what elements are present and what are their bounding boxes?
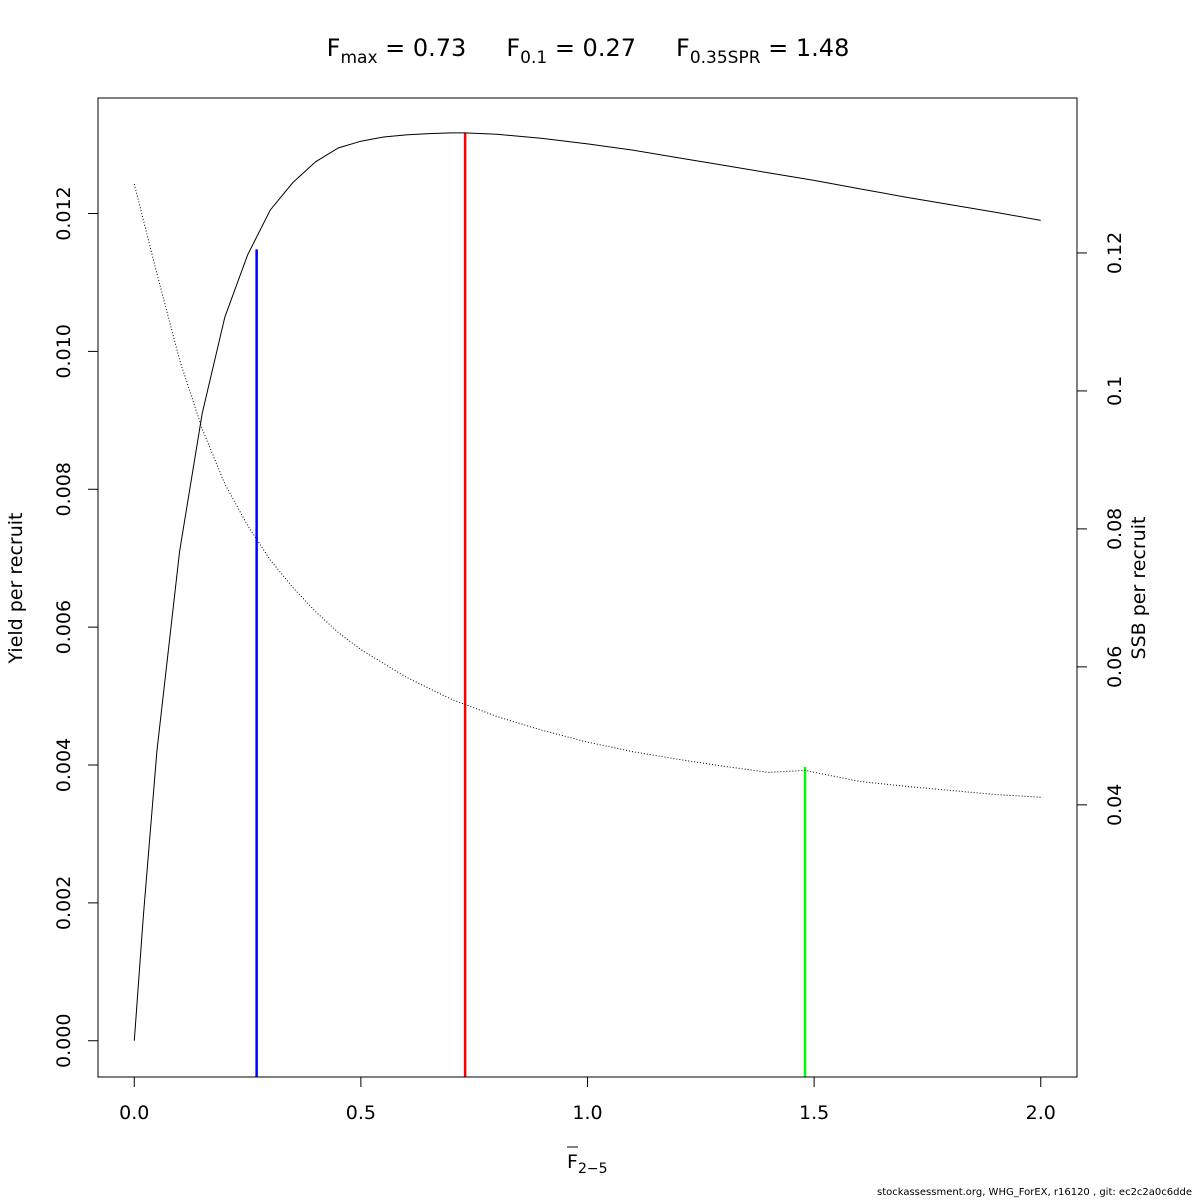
y-right-tick-label: 0.12 <box>1104 232 1126 274</box>
x-tick-label: 2.0 <box>1026 1102 1056 1124</box>
plot-frame <box>97 97 1078 1078</box>
x-tick-label: 0.5 <box>346 1102 376 1124</box>
y-left-tick-label: 0.008 <box>53 462 75 516</box>
x-tick-label: 0.0 <box>119 1102 149 1124</box>
x-axis: 0.0 0.5 1.0 1.5 2.0 <box>119 1076 1056 1124</box>
y-right-tick-label: 0.06 <box>1104 646 1126 688</box>
yield-per-recruit-line <box>133 132 1041 1041</box>
y-axis-right: 0.04 0.06 0.08 0.1 0.12 <box>1076 232 1126 826</box>
chart-title: Fmax = 0.73 F0.1 = 0.27 F0.35SPR = 1.48 <box>327 34 850 68</box>
y-left-tick-label: 0.006 <box>53 600 75 654</box>
series-lines <box>133 132 1041 1041</box>
chart-title-text: Fmax = 0.73 F0.1 = 0.27 F0.35SPR = 1.48 <box>327 34 850 68</box>
y-axis-left: 0.000 0.002 0.004 0.006 0.008 0.010 0.012 <box>53 186 99 1068</box>
y-left-tick-label: 0.002 <box>53 876 75 930</box>
footer-note: stockassessment.org, WHG_ForEX, r16120 ,… <box>876 1187 1192 1198</box>
y-left-tick-label: 0.000 <box>53 1014 75 1068</box>
x-axis-label: F2−5 <box>567 1146 607 1177</box>
y-right-tick-label: 0.04 <box>1104 784 1126 826</box>
x-tick-label: 1.0 <box>572 1102 602 1124</box>
y-left-tick-label: 0.012 <box>53 186 75 240</box>
y-right-tick-label: 0.1 <box>1104 376 1126 406</box>
x-tick-label: 1.5 <box>799 1102 829 1124</box>
x-axis-label-text: F2−5 <box>567 1151 607 1177</box>
y-right-tick-label: 0.08 <box>1104 508 1126 550</box>
y-left-tick-label: 0.004 <box>53 738 75 792</box>
y-axis-left-label: Yield per recruit <box>5 513 27 665</box>
y-left-tick-label: 0.010 <box>53 324 75 378</box>
y-axis-right-label: SSB per recruit <box>1128 517 1150 660</box>
reference-lines <box>255 132 807 1077</box>
ssb-per-recruit-line <box>133 183 1041 798</box>
